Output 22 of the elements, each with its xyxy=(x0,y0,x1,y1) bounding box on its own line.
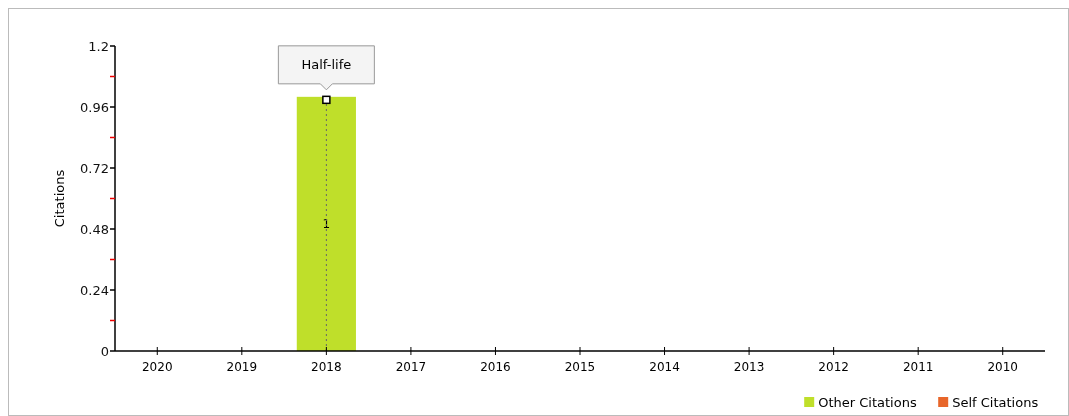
x-tick-label: 2019 xyxy=(226,360,258,375)
x-tick-label: 2020 xyxy=(142,360,173,375)
x-tick-label: 2017 xyxy=(395,360,427,375)
x-tick-label: 2012 xyxy=(818,360,849,375)
x-tick-label: 2011 xyxy=(902,360,934,375)
y-tick-label: 0.48 xyxy=(80,221,109,237)
x-tick-label: 2013 xyxy=(733,360,765,375)
legend-label: Self Citations xyxy=(952,394,1039,410)
y-tick-label: 1.2 xyxy=(88,38,109,54)
ref-line-label: Half-life xyxy=(301,57,352,73)
x-tick-label: 2015 xyxy=(564,360,596,375)
y-tick-label: 0 xyxy=(100,343,109,359)
x-tick-label: 2010 xyxy=(987,360,1018,375)
y-tick-label: 0.24 xyxy=(80,282,109,298)
data-label: 1 xyxy=(322,217,331,232)
y-tick-label: 0.72 xyxy=(80,160,109,176)
y-tick-label: 0.96 xyxy=(80,99,109,115)
y-axis-title: Citations xyxy=(52,169,67,228)
x-tick-label: 2018 xyxy=(311,360,342,375)
x-tick-label: 2014 xyxy=(649,360,680,375)
legend-label: Other Citations xyxy=(818,394,917,410)
x-tick-label: 2016 xyxy=(480,360,511,375)
